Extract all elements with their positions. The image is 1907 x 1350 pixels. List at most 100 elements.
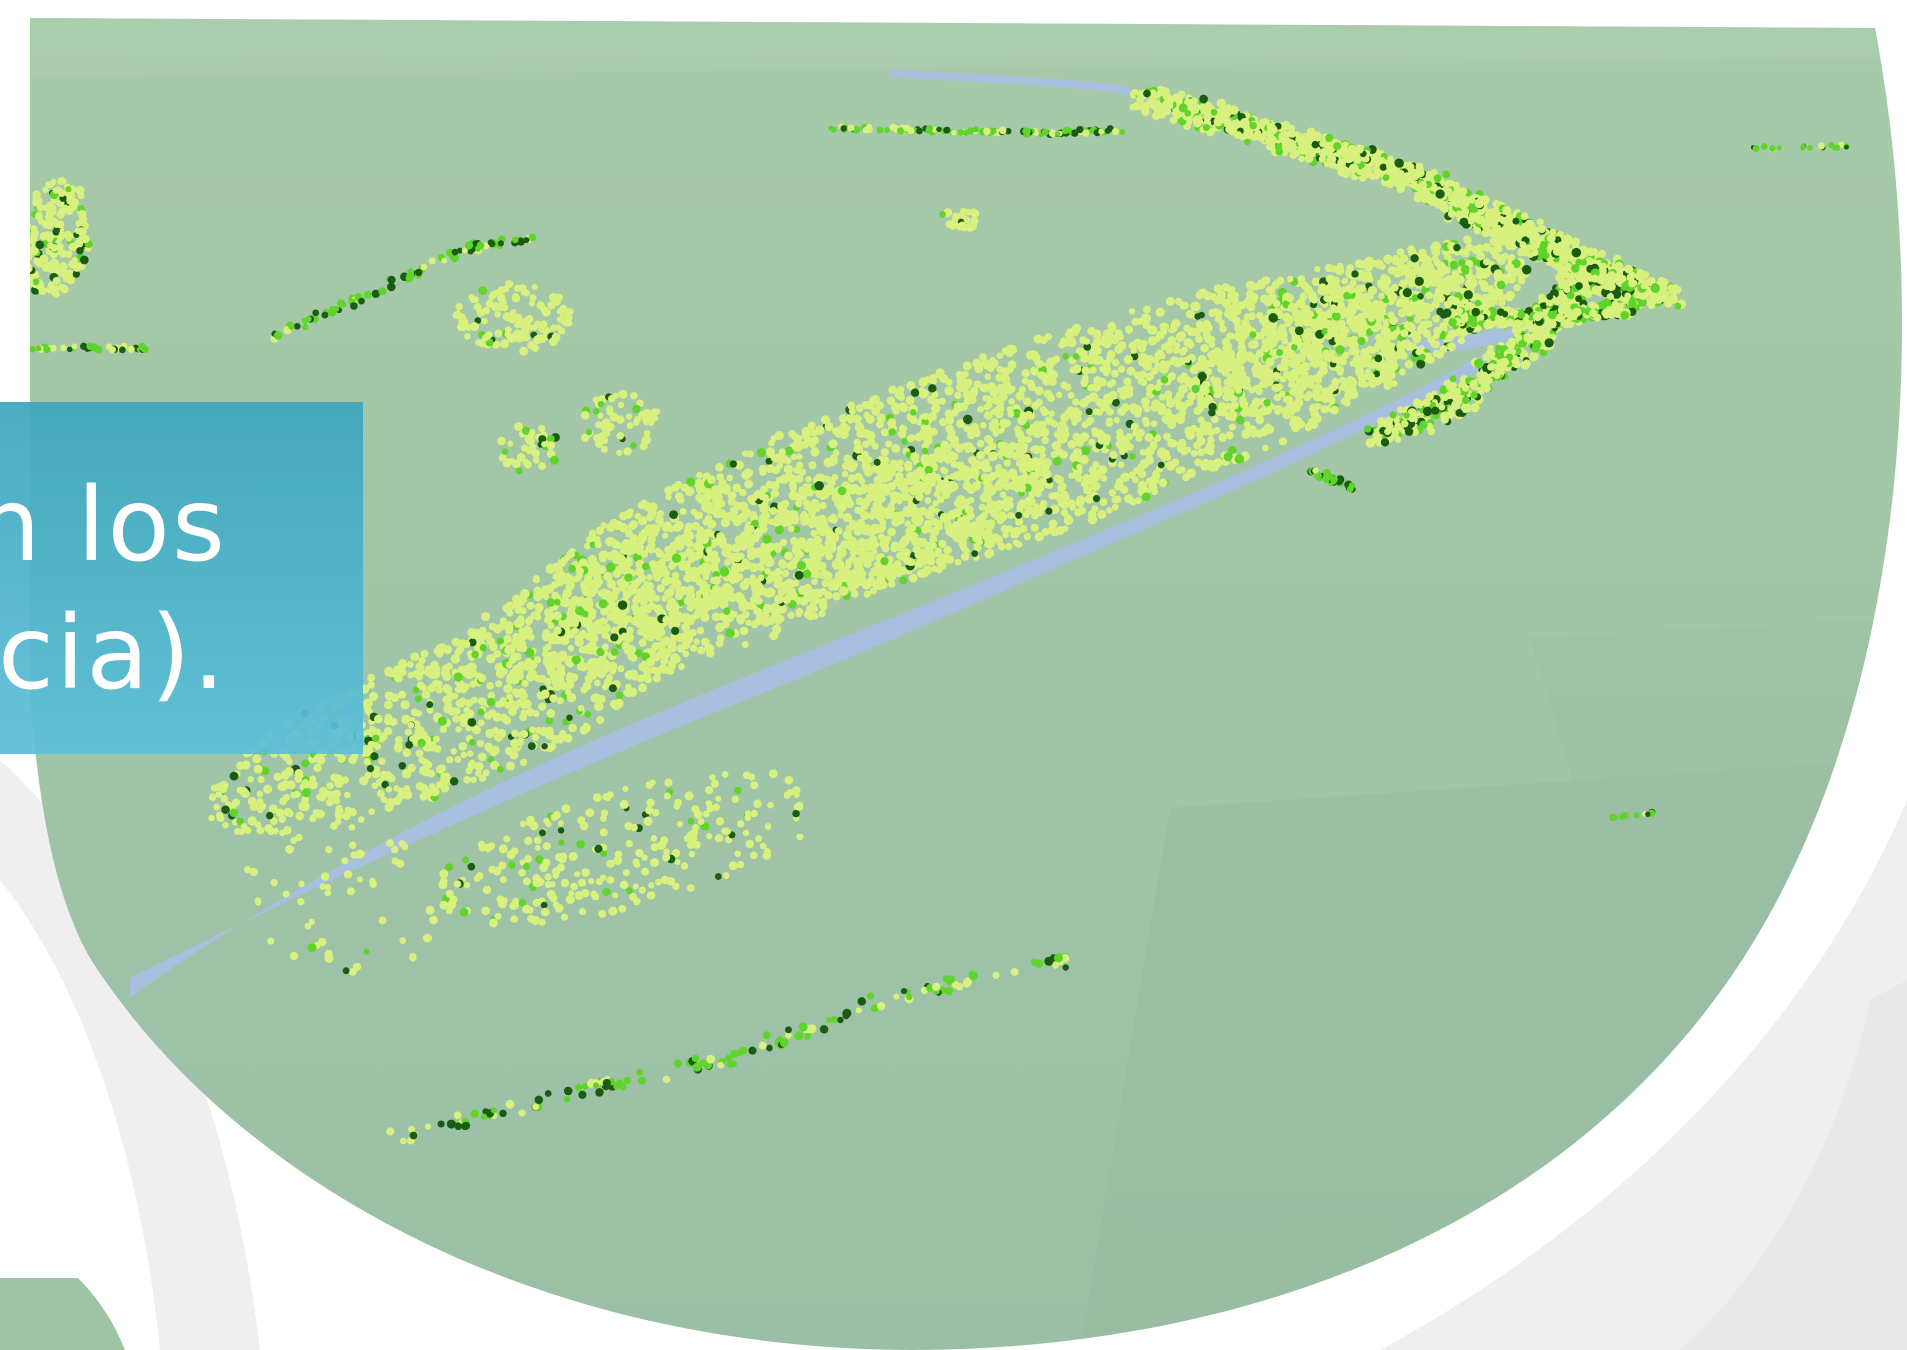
lidar-point (544, 608, 552, 616)
lidar-point (1377, 282, 1386, 290)
lidar-point (1212, 377, 1222, 386)
lidar-point (961, 533, 968, 541)
lidar-point (398, 668, 407, 677)
lidar-point (1199, 420, 1210, 431)
lidar-point (383, 771, 393, 781)
lidar-point (465, 709, 475, 719)
lidar-point (718, 478, 727, 488)
lidar-point (1374, 354, 1383, 363)
lidar-point (1158, 478, 1168, 488)
lidar-point (880, 448, 889, 457)
lidar-point (1106, 408, 1114, 416)
lidar-point (689, 644, 698, 652)
lidar-point (486, 697, 496, 707)
lidar-point (1387, 266, 1397, 275)
lidar-point (1222, 345, 1229, 352)
lidar-point (938, 397, 946, 405)
lidar-point (524, 627, 533, 636)
lidar-point (865, 456, 873, 464)
lidar-point (759, 556, 769, 565)
lidar-point (302, 778, 309, 786)
lidar-point (904, 463, 913, 472)
lidar-point (1320, 405, 1329, 414)
lidar-point (263, 784, 273, 794)
lidar-point (683, 627, 690, 634)
lidar-point (1263, 423, 1273, 433)
lidar-point (869, 587, 878, 595)
lidar-point (994, 481, 1004, 491)
lidar-point (637, 628, 645, 636)
lidar-point (1184, 377, 1194, 387)
lidar-point (1002, 531, 1009, 539)
lidar-point (763, 588, 773, 598)
lidar-point (293, 790, 301, 798)
lidar-point (1325, 274, 1335, 284)
lidar-point (978, 503, 986, 511)
lidar-point (654, 515, 664, 525)
lidar-point (634, 577, 643, 586)
lidar-point (444, 701, 453, 710)
lidar-point (476, 630, 486, 639)
lidar-point (1405, 271, 1412, 278)
lidar-point (527, 660, 538, 670)
lidar-point (694, 511, 702, 520)
lidar-point (453, 707, 461, 715)
lidar-point (887, 580, 896, 588)
lidar-point (1219, 325, 1227, 333)
lidar-point (890, 544, 899, 553)
lidar-point (592, 626, 602, 635)
lidar-point (1007, 360, 1017, 370)
lidar-point (661, 577, 669, 585)
lidar-point (880, 456, 890, 465)
lidar-point (702, 488, 713, 498)
lidar-point (818, 610, 826, 618)
lidar-point (1278, 390, 1286, 398)
lidar-point (1039, 427, 1050, 437)
lidar-point (700, 562, 709, 570)
lidar-point (1385, 353, 1393, 361)
lidar-point (1408, 342, 1417, 351)
lidar-point (1042, 376, 1052, 386)
lidar-point (1482, 243, 1491, 252)
lidar-point (1197, 325, 1205, 333)
lidar-point (533, 591, 543, 602)
lidar-point (535, 726, 543, 734)
lidar-point (616, 554, 626, 564)
lidar-point (553, 598, 561, 606)
lidar-point (1160, 375, 1169, 384)
lidar-point (1363, 270, 1373, 280)
lidar-point (335, 804, 343, 813)
lidar-point (967, 430, 976, 440)
lidar-point (1288, 381, 1295, 388)
lidar-point (664, 546, 672, 554)
lidar-point (623, 546, 632, 555)
lidar-point (818, 546, 828, 555)
lidar-point (1327, 326, 1335, 335)
lidar-point (887, 527, 896, 537)
lidar-point (544, 726, 554, 736)
lidar-point (628, 645, 637, 654)
lidar-point (990, 533, 1001, 543)
lidar-point (1057, 425, 1064, 432)
lidar-point (910, 485, 918, 492)
lidar-point (1458, 258, 1466, 267)
lidar-point (1392, 254, 1400, 262)
lidar-point (229, 771, 239, 781)
lidar-point (810, 529, 818, 537)
lidar-point (1366, 292, 1374, 301)
lidar-point (1347, 285, 1356, 294)
lidar-point (1019, 525, 1028, 533)
lidar-point (1419, 252, 1429, 262)
lidar-point (1414, 276, 1424, 287)
lidar-point (1291, 335, 1301, 345)
lidar-point (1338, 330, 1348, 340)
lidar-point (675, 541, 685, 551)
lidar-point (711, 488, 720, 497)
lidar-point (838, 586, 849, 596)
lidar-point (722, 620, 730, 629)
lidar-point (651, 642, 660, 651)
lidar-point (421, 758, 430, 766)
lidar-point (1292, 313, 1303, 323)
lidar-point (1347, 348, 1355, 356)
lidar-point (933, 550, 941, 558)
